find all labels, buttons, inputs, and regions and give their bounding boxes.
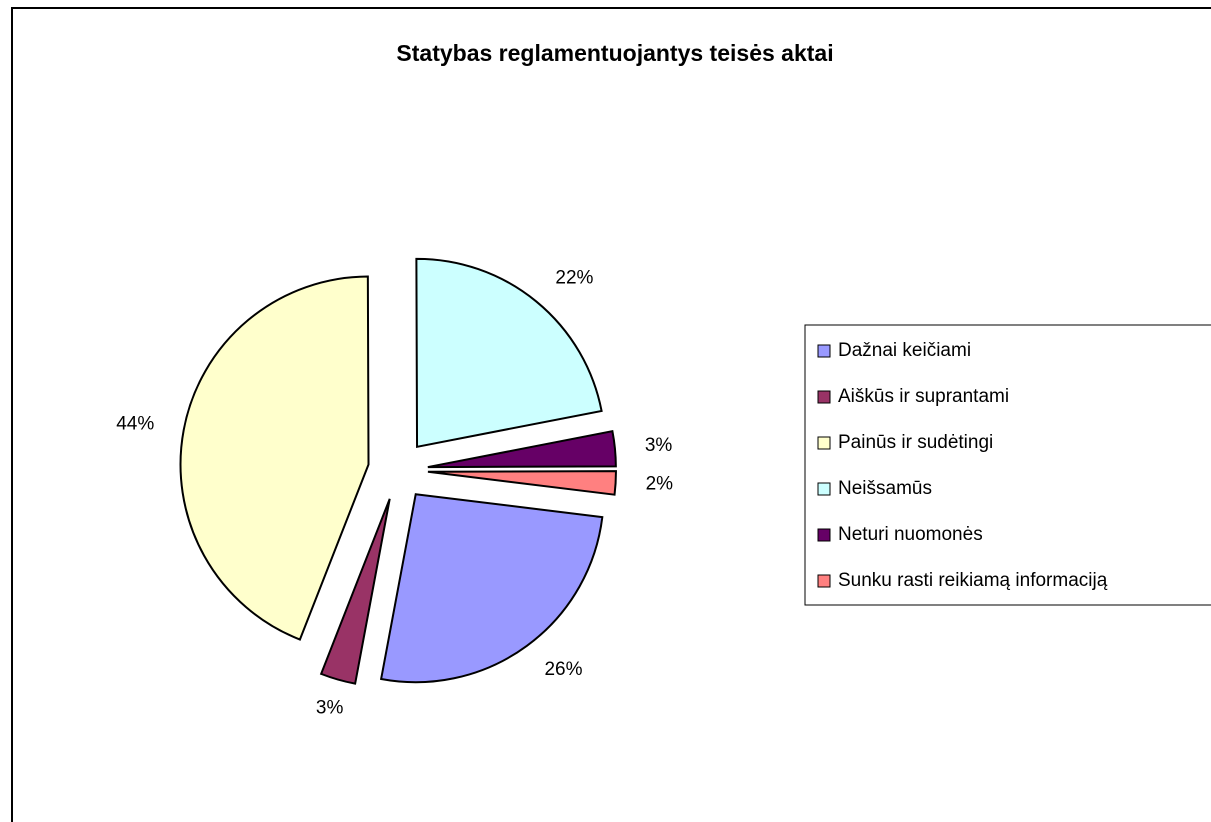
- data-label: 44%: [116, 413, 154, 434]
- pie-slice: [179, 275, 370, 641]
- pie-slice: [319, 498, 391, 685]
- legend-swatch: [817, 482, 831, 496]
- data-label: 22%: [555, 267, 593, 288]
- legend-label: Aiškūs ir suprantami: [838, 386, 1009, 407]
- legend-swatch: [817, 574, 831, 588]
- legend-label: Painūs ir sudėtingi: [838, 432, 993, 453]
- legend-swatch: [817, 528, 831, 542]
- pie-slice: [427, 430, 617, 469]
- pie-slice: [379, 493, 604, 684]
- chart-title: Statybas reglamentuojantys teisės aktai: [396, 40, 833, 66]
- pie-slice: [415, 257, 603, 449]
- legend-label: Sunku rasti reikiamą informaciją: [838, 570, 1108, 591]
- pie-slice: [427, 470, 617, 496]
- legend-label: Neturi nuomonės: [838, 524, 983, 545]
- legend-swatch: [817, 344, 831, 358]
- legend-box: [804, 324, 1211, 606]
- legend-label: Dažnai keičiami: [838, 340, 971, 361]
- data-label: 26%: [544, 659, 582, 680]
- legend-swatch: [817, 436, 831, 450]
- data-label: 3%: [645, 435, 673, 456]
- legend-label: Neišsamūs: [838, 478, 932, 499]
- data-label: 2%: [646, 474, 674, 495]
- legend-swatch: [817, 390, 831, 404]
- data-label: 3%: [316, 697, 344, 718]
